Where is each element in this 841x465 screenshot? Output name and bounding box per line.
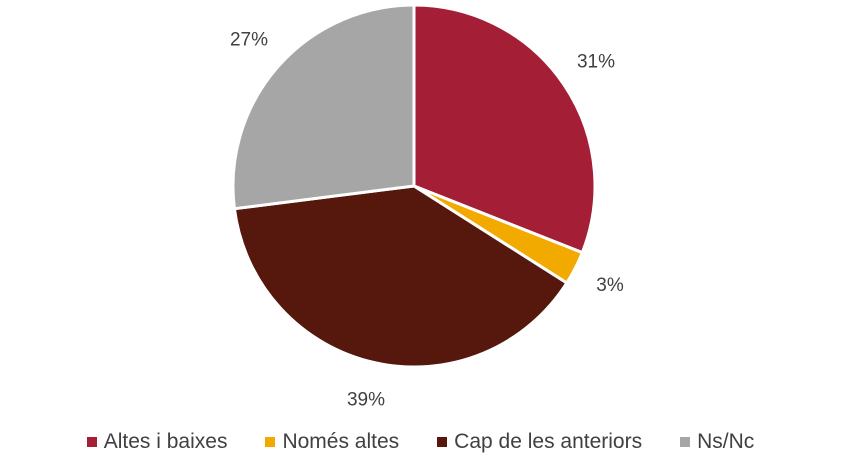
legend-item: Cap de les anteriors <box>437 430 642 454</box>
data-label: 39% <box>347 390 385 411</box>
legend-swatch <box>437 437 448 447</box>
pie-slice <box>231 3 416 211</box>
legend-label: Altes i baixes <box>103 430 228 453</box>
legend-item: Només altes <box>265 430 399 454</box>
legend-item: Altes i baixes <box>86 430 228 454</box>
legend-label: Ns/Nc <box>697 430 755 453</box>
data-label: 3% <box>596 275 624 296</box>
legend-label: Només altes <box>282 430 400 453</box>
chart: 31% 3% 39% 27% <box>230 3 624 411</box>
legend-label: Cap de les anteriors <box>454 430 643 453</box>
data-label: 31% <box>577 51 615 72</box>
data-label: 27% <box>230 30 268 51</box>
legend-swatch <box>86 437 97 447</box>
pie-slice <box>232 184 569 369</box>
legend: Altes i baixes Només altes Cap de les ante… <box>0 430 841 454</box>
legend-swatch <box>680 437 691 447</box>
pie-slice <box>412 3 597 255</box>
legend-swatch <box>265 437 276 447</box>
legend-item: Ns/Nc <box>680 430 754 454</box>
